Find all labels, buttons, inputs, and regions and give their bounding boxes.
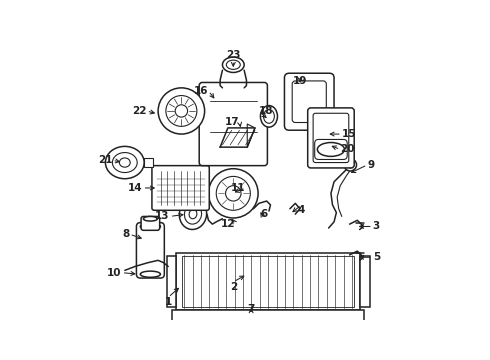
Text: 6: 6 bbox=[261, 209, 268, 219]
Ellipse shape bbox=[140, 223, 160, 230]
Text: 8: 8 bbox=[122, 229, 129, 239]
Bar bbox=[361, 256, 369, 306]
Text: 22: 22 bbox=[132, 106, 147, 116]
Circle shape bbox=[209, 169, 258, 218]
Bar bbox=[176, 253, 361, 310]
Text: 7: 7 bbox=[247, 304, 255, 314]
Text: 3: 3 bbox=[373, 221, 380, 231]
Text: 17: 17 bbox=[225, 117, 240, 127]
Text: 10: 10 bbox=[107, 267, 122, 278]
Text: 4: 4 bbox=[298, 205, 305, 215]
FancyBboxPatch shape bbox=[152, 166, 209, 210]
Text: 2: 2 bbox=[230, 282, 237, 292]
FancyBboxPatch shape bbox=[141, 216, 160, 230]
Text: 19: 19 bbox=[293, 76, 307, 86]
Ellipse shape bbox=[144, 216, 157, 221]
Text: 12: 12 bbox=[221, 219, 236, 229]
Text: 20: 20 bbox=[340, 144, 355, 154]
Circle shape bbox=[344, 159, 357, 171]
Ellipse shape bbox=[260, 105, 277, 127]
Text: 21: 21 bbox=[98, 155, 112, 165]
Bar bbox=[172, 310, 364, 322]
Ellipse shape bbox=[179, 199, 207, 229]
FancyBboxPatch shape bbox=[199, 82, 268, 166]
Text: 1: 1 bbox=[165, 297, 172, 307]
Ellipse shape bbox=[318, 143, 344, 156]
Ellipse shape bbox=[105, 147, 144, 179]
Text: 14: 14 bbox=[128, 183, 143, 193]
FancyBboxPatch shape bbox=[136, 222, 164, 278]
Ellipse shape bbox=[140, 271, 160, 277]
Text: 15: 15 bbox=[342, 129, 356, 139]
Text: 9: 9 bbox=[368, 160, 374, 170]
Bar bbox=[167, 256, 176, 306]
Text: 18: 18 bbox=[259, 106, 273, 116]
Text: 5: 5 bbox=[373, 252, 380, 262]
Text: 11: 11 bbox=[231, 183, 245, 193]
Circle shape bbox=[158, 88, 205, 134]
Ellipse shape bbox=[222, 57, 244, 72]
Text: 23: 23 bbox=[226, 50, 241, 60]
Bar bbox=[182, 256, 354, 306]
FancyBboxPatch shape bbox=[308, 108, 354, 168]
FancyBboxPatch shape bbox=[285, 73, 334, 130]
Text: 16: 16 bbox=[194, 86, 209, 96]
Text: 13: 13 bbox=[155, 211, 170, 221]
Bar bbox=[144, 158, 153, 167]
